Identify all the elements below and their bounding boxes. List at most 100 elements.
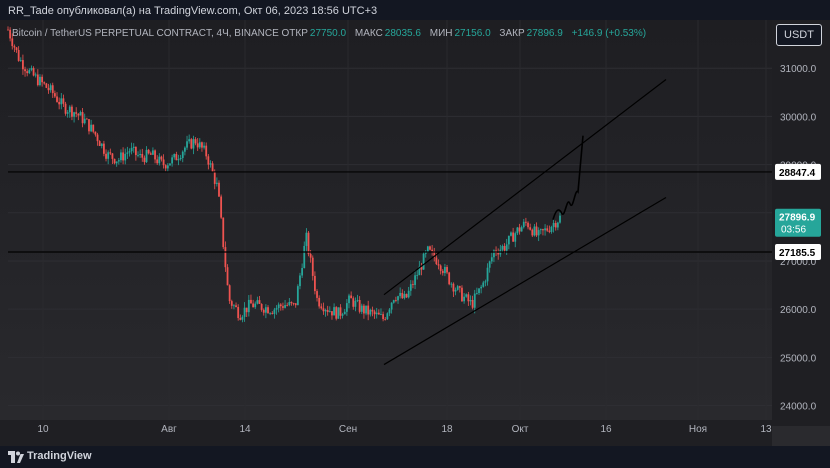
candle-body-192 — [416, 275, 419, 276]
footer-bar — [0, 446, 830, 468]
candle-body-253 — [546, 228, 549, 231]
candle-body-221 — [478, 288, 480, 294]
candle-body-22 — [53, 93, 56, 97]
candle-body-118 — [258, 300, 261, 304]
candle-body-103 — [226, 267, 229, 286]
candle-body-144 — [314, 275, 316, 292]
candle-body-208 — [450, 283, 453, 285]
candle-body-33 — [77, 113, 80, 116]
candle-body-154 — [335, 307, 338, 319]
candle-body-101 — [222, 217, 225, 248]
candle-body-41 — [94, 131, 97, 135]
candle-body-159 — [345, 303, 348, 312]
candle-body-57 — [128, 151, 131, 153]
candle-body-23 — [56, 96, 58, 102]
candle-body-45 — [103, 143, 105, 154]
candle-body-136 — [296, 286, 299, 306]
candle-body-94 — [207, 156, 210, 165]
candle-body-3 — [13, 46, 16, 48]
candle-body-100 — [220, 196, 223, 218]
candle-body-216 — [467, 294, 470, 302]
candle-body-258 — [556, 222, 559, 228]
candle-body-69 — [154, 150, 156, 160]
time-tick-label: 18 — [441, 424, 453, 435]
candle-body-92 — [203, 145, 205, 148]
currency-button[interactable]: USDT — [776, 24, 822, 46]
candle-body-14 — [36, 74, 39, 86]
price-tick-label: 30000.0 — [780, 112, 817, 123]
candle-body-62 — [139, 153, 142, 156]
candle-body-133 — [290, 301, 293, 304]
candle-body-26 — [62, 98, 65, 104]
candle-body-235 — [507, 235, 510, 245]
grid-lines — [8, 20, 772, 420]
time-axis-bg — [0, 420, 772, 446]
candle-body-85 — [188, 139, 191, 142]
candle-body-244 — [527, 222, 529, 228]
candle-body-156 — [339, 307, 342, 316]
candle-body-77 — [171, 157, 174, 164]
candle-body-31 — [73, 112, 75, 117]
candle-body-40 — [92, 124, 95, 132]
level-price-badge-1 — [775, 244, 821, 261]
candle-body-180 — [390, 302, 393, 310]
candle-body-84 — [186, 141, 188, 148]
candle-body-174 — [377, 312, 380, 315]
open-label: ОТКР — [281, 28, 308, 39]
level-price-badge-0 — [775, 163, 821, 180]
candle-body-259 — [559, 215, 561, 223]
chart-area[interactable] — [0, 20, 830, 446]
candle-body-79 — [175, 154, 178, 161]
candle-body-6 — [19, 60, 22, 61]
high-label: МАКС — [354, 28, 383, 39]
candle-body-158 — [343, 311, 346, 315]
candle-body-175 — [380, 314, 382, 315]
price-axis: 24000.025000.026000.027000.028000.029000… — [772, 20, 830, 426]
candle-body-153 — [333, 307, 335, 316]
close-value: 27896.9 — [526, 28, 563, 39]
candle-body-59 — [132, 146, 135, 148]
price-tick-label: 24000.0 — [780, 402, 817, 413]
candle-body-29 — [68, 106, 71, 113]
candle-body-187 — [405, 293, 408, 298]
candle-body-52 — [117, 160, 120, 162]
candle-body-218 — [471, 299, 474, 308]
candle-body-242 — [522, 221, 525, 228]
candle-body-224 — [484, 281, 487, 283]
time-tick-label: Авг — [161, 424, 177, 435]
candle-body-193 — [418, 266, 421, 276]
candle-body-160 — [348, 295, 350, 304]
candle-body-172 — [373, 311, 376, 315]
time-tick-label: 13 — [760, 424, 772, 435]
candle-body-82 — [181, 151, 184, 158]
candle-body-191 — [414, 275, 416, 285]
candle-body-4 — [15, 47, 18, 50]
candle-body-232 — [501, 245, 504, 250]
candle-body-44 — [100, 143, 103, 147]
candle-body-50 — [113, 158, 116, 164]
candle-body-146 — [318, 297, 321, 307]
tradingview-logo-icon — [8, 451, 24, 463]
candle-body-71 — [158, 156, 161, 164]
candle-body-141 — [307, 232, 310, 255]
candle-body-98 — [215, 182, 218, 184]
time-tick-label: Ноя — [689, 424, 707, 435]
candle-body-199 — [431, 249, 434, 252]
change-value: +146.9 (+0.53%) — [571, 28, 647, 39]
candle-body-170 — [369, 309, 372, 315]
candle-body-240 — [518, 227, 521, 232]
candle-body-161 — [350, 295, 353, 299]
candle-body-119 — [260, 303, 263, 310]
candle-body-27 — [64, 103, 67, 114]
candle-body-196 — [424, 251, 427, 254]
candle-body-206 — [446, 267, 448, 273]
candle-body-247 — [533, 226, 536, 236]
candle-body-64 — [143, 157, 146, 163]
time-tick-label: 16 — [600, 424, 612, 435]
candle-body-222 — [480, 286, 483, 289]
candle-body-61 — [137, 155, 139, 156]
candle-body-257 — [554, 223, 557, 228]
candle-body-42 — [96, 134, 99, 142]
candle-body-17 — [43, 82, 46, 84]
